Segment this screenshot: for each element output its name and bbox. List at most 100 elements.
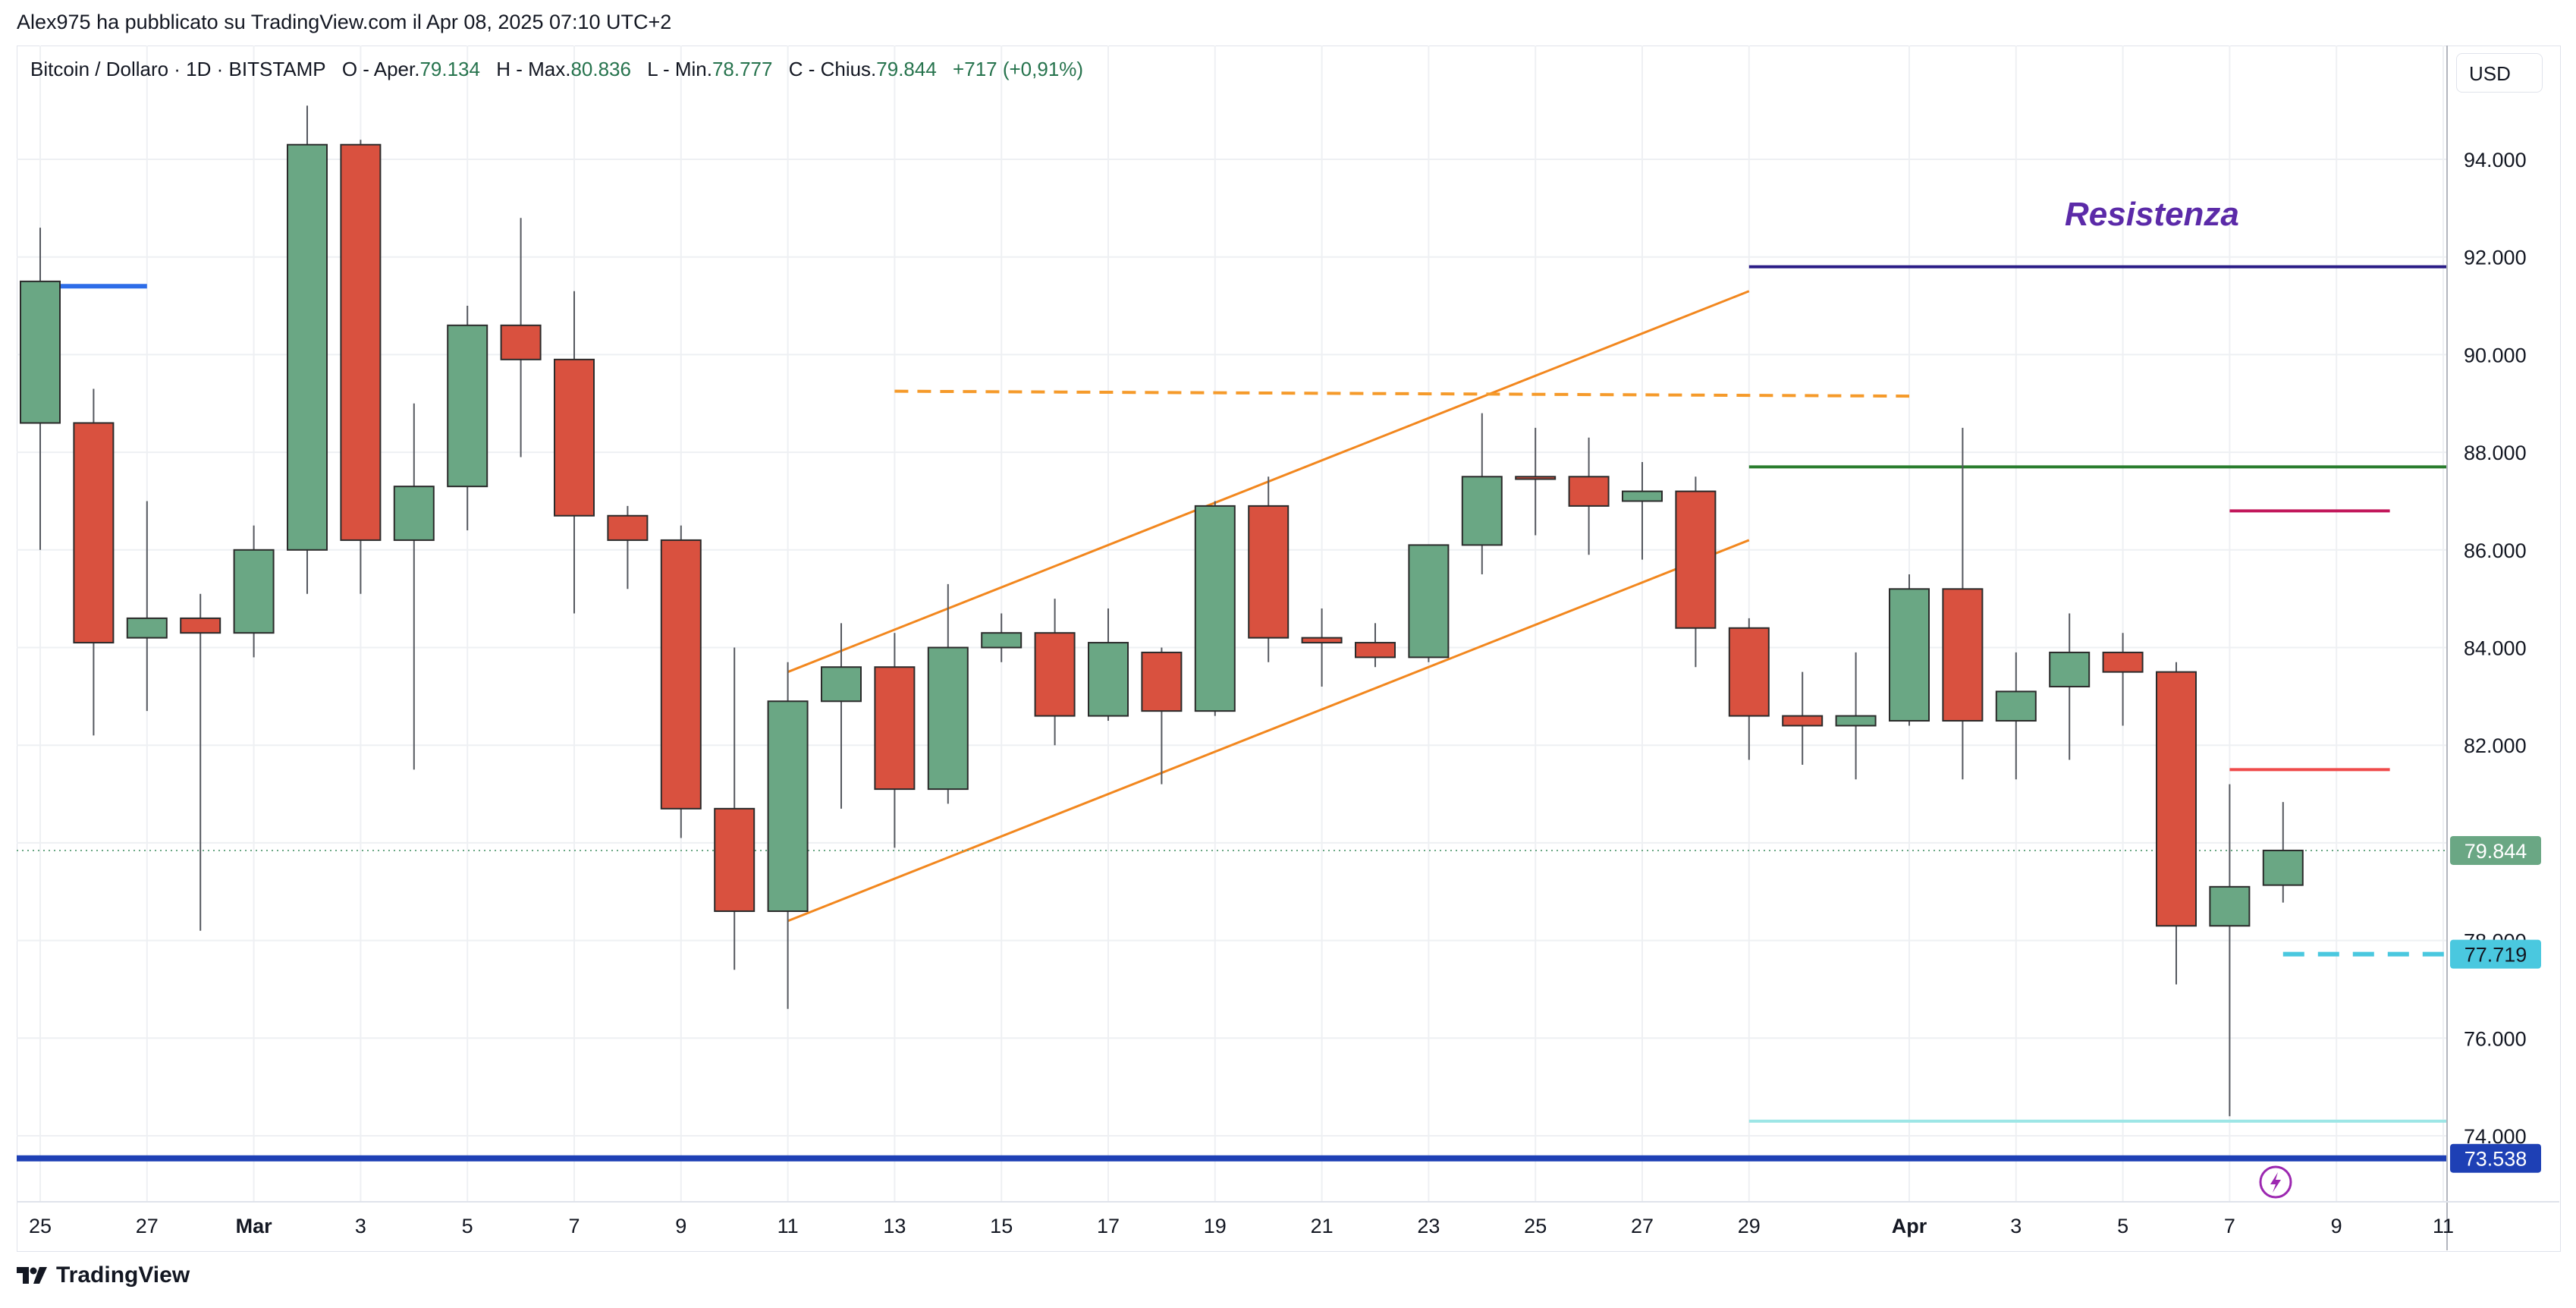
candle (1248, 476, 1290, 662)
candle (2209, 784, 2251, 1117)
price-tick-label: 94.000 (2464, 149, 2527, 171)
legend-high: 80.836 (570, 58, 631, 80)
candle-body-down (73, 422, 115, 644)
candle (20, 228, 61, 550)
candle (767, 662, 809, 1009)
candle (126, 501, 168, 712)
time-tick-label: 15 (990, 1215, 1013, 1237)
tradingview-brand[interactable]: TradingView (17, 1262, 190, 1288)
legend-change: +717 (+0,91%) (953, 58, 1084, 80)
price-label-bg (2450, 1143, 2541, 1173)
candle-body-up (1461, 476, 1503, 546)
time-tick-label: 17 (1097, 1215, 1120, 1237)
candle (607, 505, 649, 590)
candle-body-up (1995, 690, 2037, 722)
candle (1835, 652, 1877, 780)
candle-body-up (927, 646, 969, 791)
candle (874, 633, 916, 848)
candle (1408, 544, 1450, 662)
candle (981, 613, 1023, 662)
candle-body-down (1942, 588, 1984, 722)
time-tick-label: Mar (236, 1215, 273, 1237)
candle-body-up (2049, 651, 2091, 687)
time-tick-label: 5 (462, 1215, 473, 1237)
candles (20, 105, 2304, 1117)
drawings (17, 265, 2447, 1162)
candle-body-up (821, 666, 862, 703)
candle (1782, 671, 1824, 765)
candle (2049, 613, 2091, 760)
candle-body-up (447, 324, 488, 488)
candle-body-up (1408, 544, 1450, 659)
tradingview-logo-icon (17, 1267, 47, 1284)
candle-body-down (1675, 490, 1717, 629)
price-tick-label: 92.000 (2464, 247, 2527, 269)
time-tick-label: 3 (2010, 1215, 2022, 1237)
candle-body-up (2209, 885, 2251, 927)
price-labels: 79.844 77.719 73.538 (2450, 835, 2541, 1173)
candle (393, 403, 435, 770)
time-tick-label: 9 (2331, 1215, 2342, 1237)
event-lightning-icon[interactable] (2259, 1165, 2292, 1199)
price-label-bg (2450, 835, 2541, 865)
candle-body-up (767, 700, 809, 912)
price-label-text: 77.719 (2464, 944, 2527, 967)
candle (1515, 427, 1557, 536)
candle-body-down (340, 143, 382, 541)
candle (73, 388, 115, 736)
time-tick-label: 23 (1417, 1215, 1440, 1237)
candle (233, 525, 275, 658)
time-tick-label: 27 (1631, 1215, 1654, 1237)
candle-body-up (1088, 642, 1129, 717)
chart-misc (2259, 1165, 2292, 1199)
candle-body-up (1622, 490, 1663, 502)
candle-body-down (2156, 671, 2197, 927)
legend-open: 79.134 (419, 58, 480, 80)
publish-info: Alex975 ha pubblicato su TradingView.com… (17, 11, 672, 33)
candle-body-up (126, 617, 168, 639)
candle-body-up (1194, 505, 1236, 712)
time-tick-label: 9 (675, 1215, 686, 1237)
chart-frame[interactable] (17, 46, 2561, 1252)
lightning-glyph (2270, 1172, 2281, 1193)
candle (2102, 633, 2144, 726)
chart-legend: Bitcoin / Dollaro · 1D · BITSTAMP O - Ap… (30, 58, 1083, 81)
time-tick-label: 21 (1311, 1215, 1334, 1237)
price-axis: 74.00076.00078.00080.00082.00084.00086.0… (2446, 46, 2527, 1250)
time-tick-label: 25 (1524, 1215, 1547, 1237)
price-tick-label: 86.000 (2464, 539, 2527, 562)
candle-body-down (2102, 651, 2144, 673)
candle (660, 525, 702, 838)
candle-body-down (660, 539, 702, 810)
candle (1301, 608, 1343, 687)
candle-body-down (180, 617, 221, 634)
currency-selector[interactable]: USD (2456, 53, 2543, 93)
legend-close-label: C - Chius. (788, 58, 877, 80)
candle-body-up (1835, 715, 1877, 727)
candle-body-down (714, 807, 756, 912)
candle-body-up (2262, 849, 2304, 886)
candle (1461, 413, 1503, 574)
time-tick-label: 3 (355, 1215, 366, 1237)
candle (1194, 501, 1236, 716)
candle-body-down (607, 514, 649, 541)
candle (821, 623, 862, 809)
time-tick-label: 11 (778, 1215, 799, 1237)
candle (927, 583, 969, 804)
legend-high-label: H - Max. (496, 58, 571, 80)
time-tick-label: 7 (2224, 1215, 2235, 1237)
price-tick-label: 90.000 (2464, 344, 2527, 366)
candle-body-down (500, 324, 542, 360)
candle (1942, 427, 1984, 780)
candle (1622, 461, 1663, 560)
price-tick-label: 88.000 (2464, 442, 2527, 464)
candle (447, 306, 488, 531)
resistance-label[interactable]: Resistenza (2065, 196, 2239, 233)
time-tick-label: 27 (136, 1215, 159, 1237)
candle (1141, 647, 1183, 784)
legend-low: 78.777 (712, 58, 773, 80)
time-tick-label: 5 (2117, 1215, 2128, 1237)
candle-body-up (1889, 588, 1930, 722)
candle (714, 647, 756, 970)
